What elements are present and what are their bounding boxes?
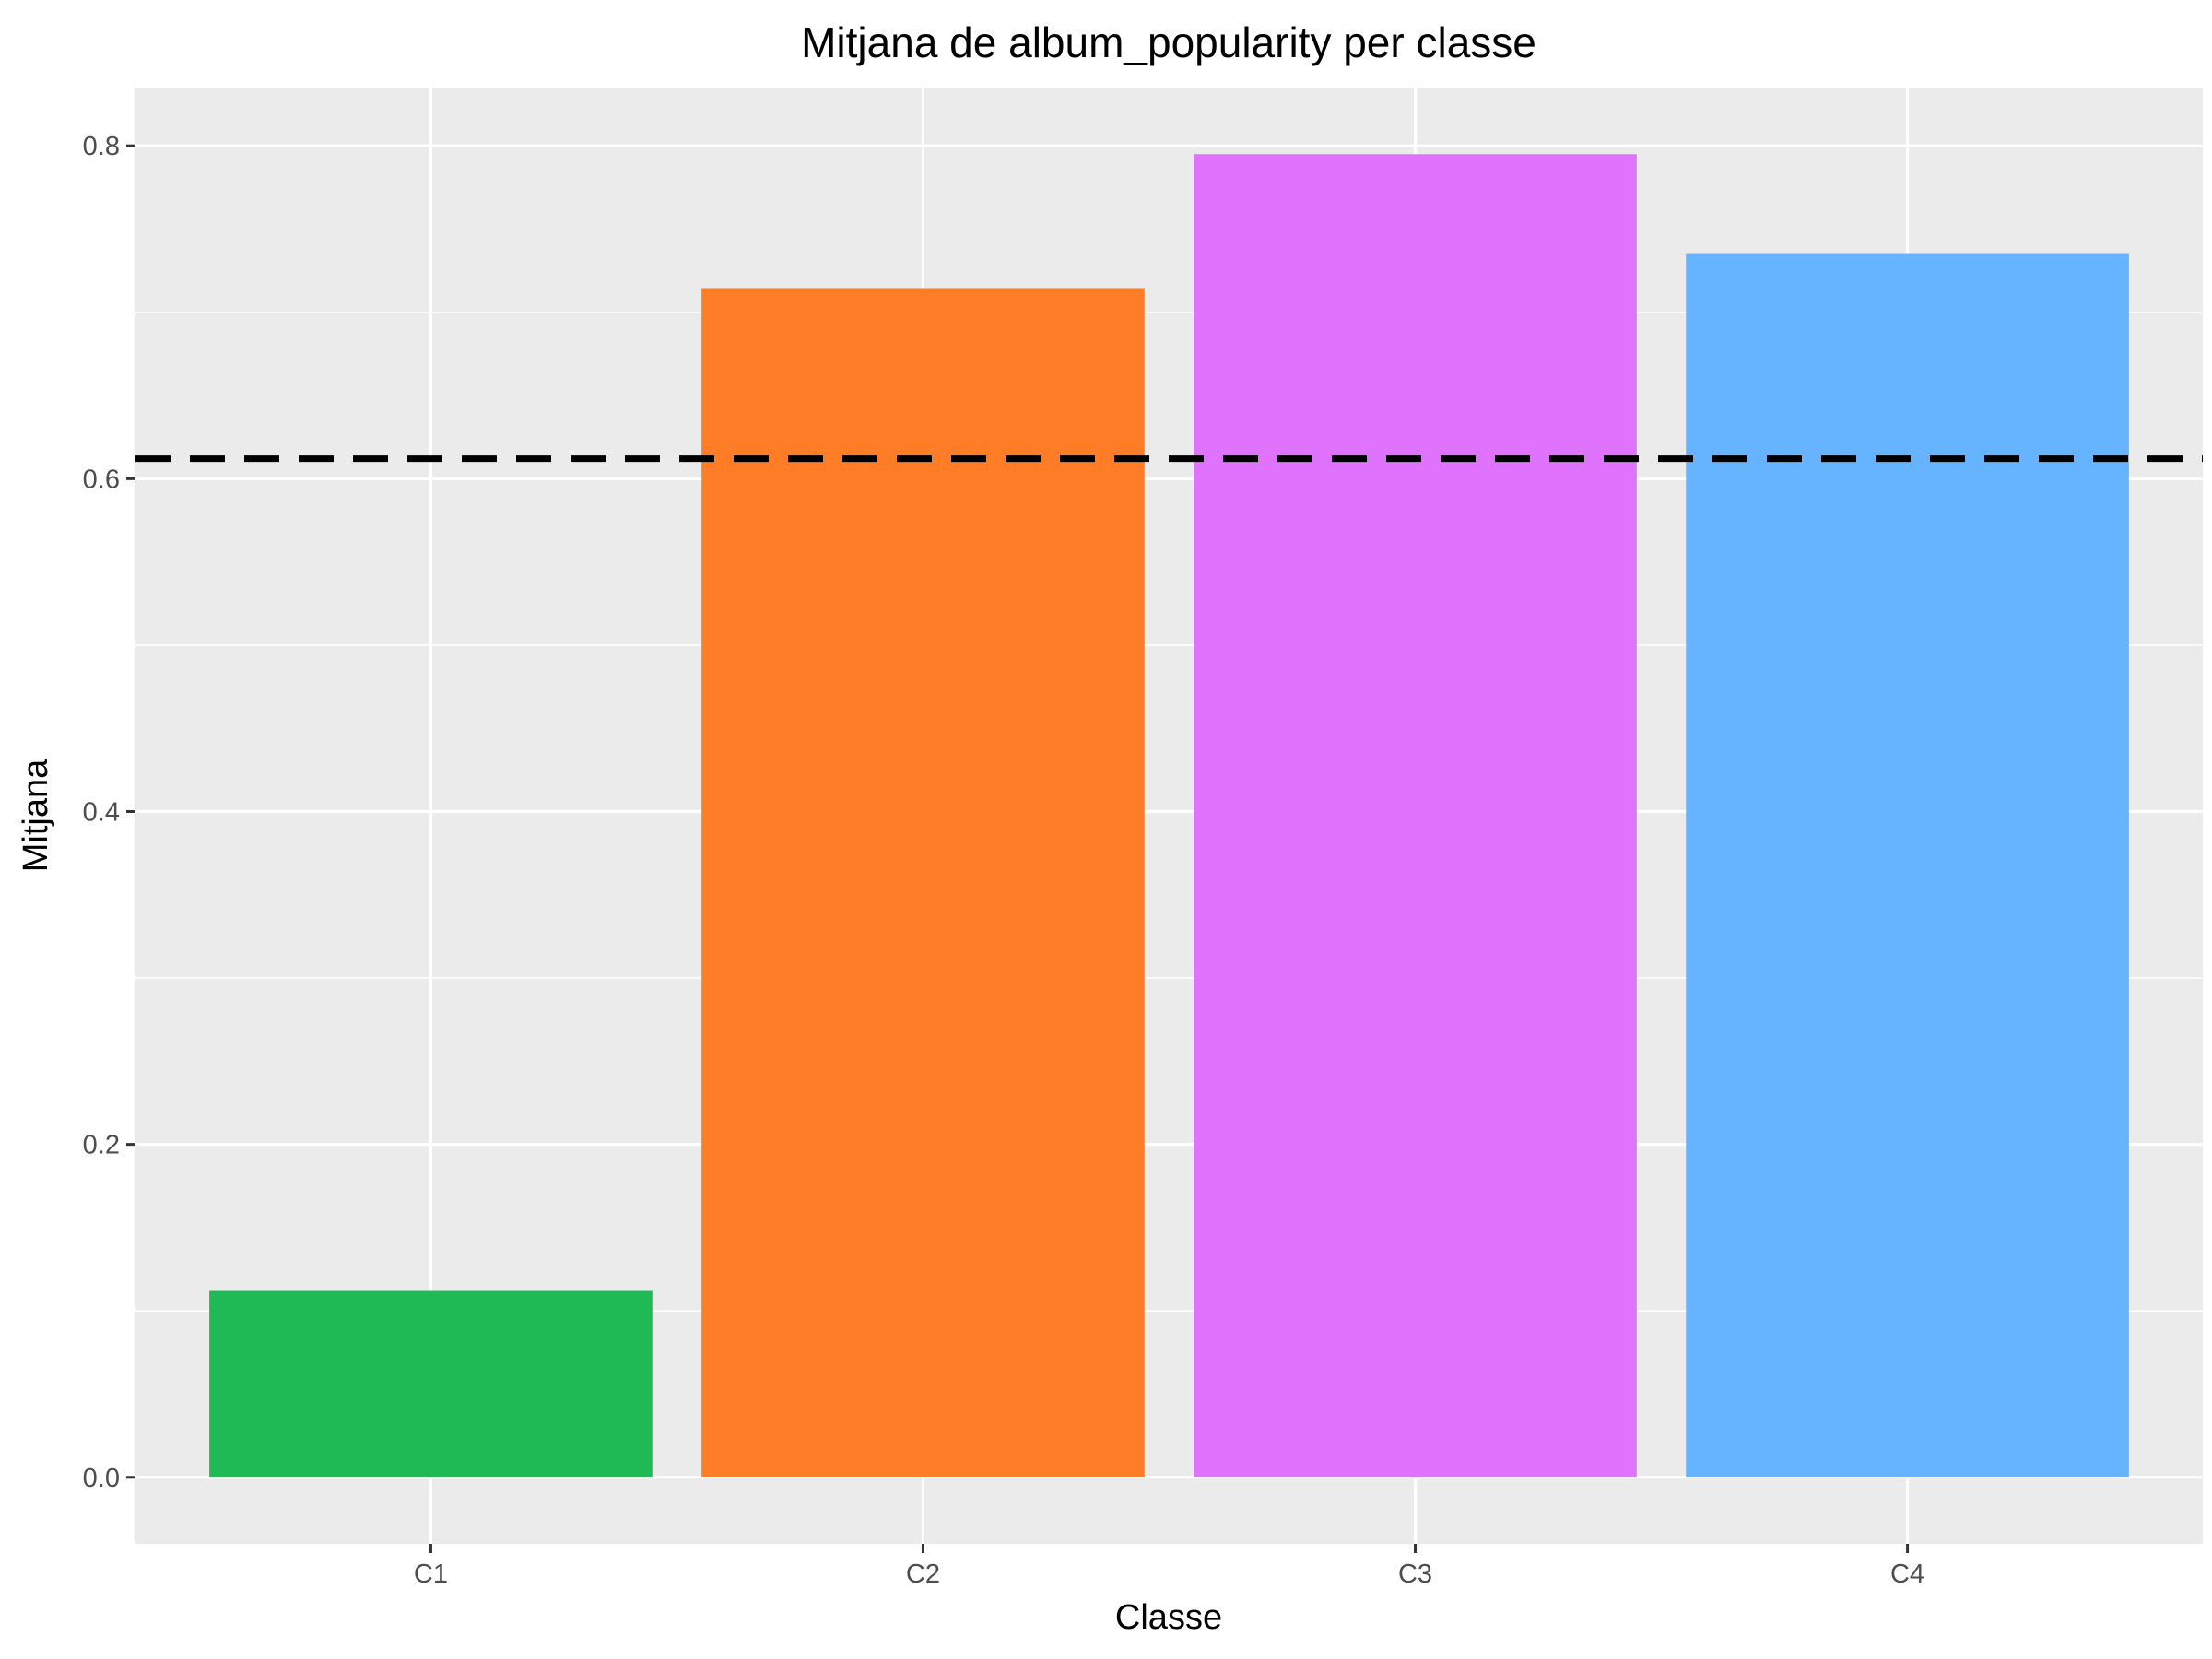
bar-c2 <box>701 288 1145 1477</box>
x-tick-label: C1 <box>414 1559 448 1589</box>
y-tick-label: 0.8 <box>83 132 120 161</box>
y-tick-label: 0.4 <box>83 797 120 827</box>
y-tick-label: 0.0 <box>83 1464 120 1493</box>
x-tick-label: C4 <box>1890 1559 1924 1589</box>
y-tick-label: 0.2 <box>83 1131 120 1160</box>
x-axis-ticks: C1 C2 C3 C4 <box>414 1544 1924 1589</box>
x-axis-title: Classe <box>1115 1598 1222 1637</box>
bar-c3 <box>1194 154 1637 1477</box>
bar-c4 <box>1686 253 2129 1477</box>
y-axis-ticks: 0.0 0.2 0.4 0.6 0.8 <box>83 132 135 1493</box>
y-axis-title: Mitjana <box>17 759 55 872</box>
y-tick-label: 0.6 <box>83 465 120 494</box>
bar-c1 <box>209 1290 653 1477</box>
x-tick-label: C2 <box>906 1559 940 1589</box>
chart-title: Mitjana de album_popularity per classe <box>801 18 1536 66</box>
x-tick-label: C3 <box>1398 1559 1432 1589</box>
